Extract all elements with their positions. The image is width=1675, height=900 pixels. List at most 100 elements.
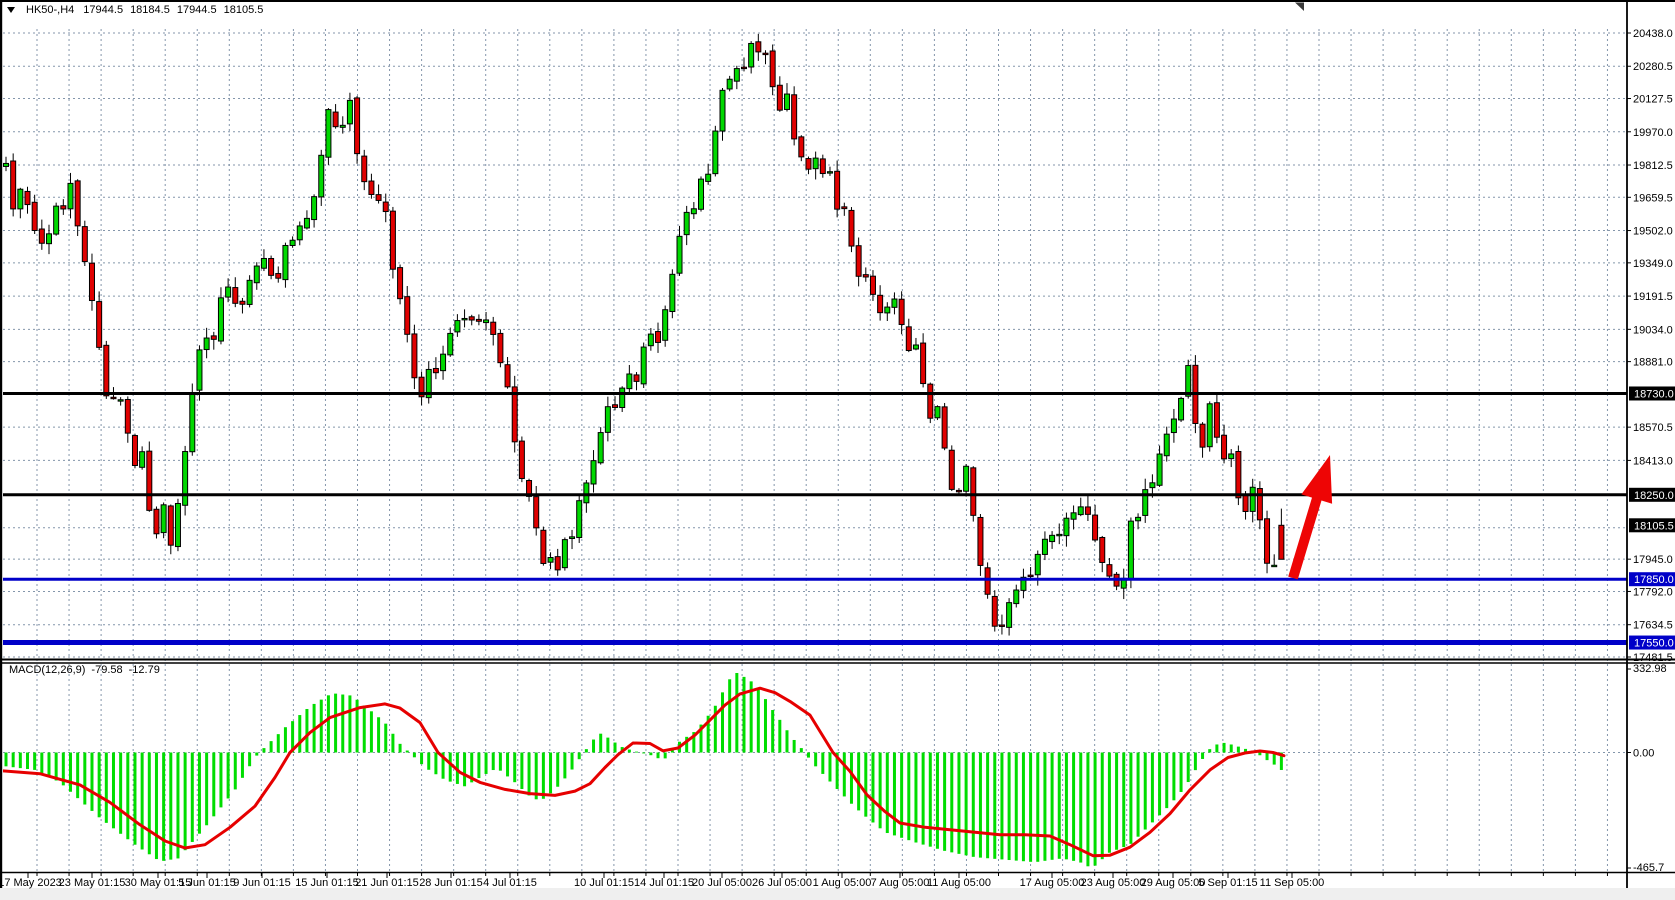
macd-histogram-bar (1258, 752, 1262, 756)
candle (38, 219, 45, 250)
macd-histogram-bar (334, 693, 338, 753)
macd-histogram-bar (1272, 752, 1276, 765)
candle (146, 441, 153, 512)
macd-histogram-bar (420, 752, 424, 765)
macd-name: MACD(12,26,9) (9, 664, 86, 676)
macd-histogram-bar (377, 717, 381, 753)
candle (382, 193, 389, 223)
candle (468, 314, 475, 326)
macd-histogram-bar (1122, 752, 1126, 848)
candle (182, 445, 189, 516)
date-tick-label: 21 Jun 01:15 (355, 877, 419, 889)
macd-histogram-bar (1179, 752, 1183, 792)
macd-histogram-bar (663, 752, 667, 759)
candle (1271, 554, 1278, 568)
price-tick-label: 19034.0 (1633, 324, 1673, 336)
macd-tick-label: -465.7 (1633, 862, 1664, 874)
macd-histogram-bar (900, 752, 904, 838)
macd-histogram-bar (943, 752, 947, 851)
macd-histogram-bar (1279, 752, 1283, 770)
candle (282, 242, 289, 288)
macd-histogram-bar (706, 715, 710, 753)
macd-histogram-bar (448, 752, 452, 782)
price-tick-label: 20127.5 (1633, 94, 1673, 106)
candle (998, 614, 1005, 635)
quote-high: 18184.5 (130, 4, 170, 16)
price-level-badge (1629, 572, 1675, 587)
date-tick-label: 20 Jul 05:00 (692, 877, 752, 889)
candle (490, 316, 497, 346)
macd-histogram-bar (190, 752, 194, 842)
candle (920, 333, 927, 388)
candle (268, 255, 275, 280)
macd-histogram-bar (792, 739, 796, 753)
price-tick-label: 18881.0 (1633, 357, 1673, 369)
macd-histogram-bar (341, 694, 345, 753)
macd-histogram-bar (54, 752, 58, 781)
macd-histogram-bar (763, 699, 767, 753)
macd-histogram-bar (534, 752, 538, 800)
candle (260, 249, 267, 272)
macd-histogram-bar (584, 749, 588, 753)
macd-histogram-bar (756, 688, 760, 753)
macd-histogram-bar (1150, 752, 1154, 823)
collapse-triangle-icon[interactable] (7, 7, 15, 13)
bullish-arrow-annotation[interactable] (1288, 455, 1333, 580)
macd-histogram-bar (871, 752, 875, 823)
candle (783, 83, 790, 112)
candle (440, 345, 447, 380)
candle (891, 292, 898, 315)
macd-histogram-bar (348, 695, 352, 753)
candle (726, 75, 733, 92)
candle (518, 436, 525, 483)
macd-histogram-bar (76, 752, 80, 799)
macd-histogram-bar (147, 752, 151, 855)
candle (103, 340, 110, 399)
macd-histogram-bar (68, 752, 72, 792)
candle (318, 149, 325, 206)
candle (447, 327, 454, 357)
macd-histogram-bar (721, 692, 724, 753)
candle (124, 396, 131, 443)
candle (45, 224, 52, 255)
candle (504, 357, 511, 389)
macd-histogram-bar (914, 752, 918, 843)
macd-histogram-bar (699, 724, 703, 753)
macd-histogram-bar (771, 710, 775, 753)
macd-main-value: -79.58 (91, 664, 123, 676)
macd-tick-label: 0.00 (1633, 748, 1654, 760)
candle (1199, 422, 1206, 458)
candle (253, 262, 260, 290)
macd-histogram-bar (255, 752, 259, 756)
candle (1213, 393, 1220, 444)
price-tick-label: 20438.0 (1633, 28, 1673, 40)
candle (332, 104, 339, 129)
candle (475, 314, 482, 326)
macd-histogram-bar (556, 752, 560, 787)
macd-histogram-bar (1079, 752, 1083, 863)
candle (1092, 504, 1099, 543)
price-level-badge (1629, 386, 1675, 401)
macd-histogram-bar (1244, 748, 1248, 753)
chart-shift-marker-icon[interactable] (1295, 2, 1304, 12)
candle (1264, 510, 1271, 574)
macd-histogram-bar (1000, 752, 1004, 860)
price-tick-label: 19812.5 (1633, 160, 1673, 172)
candle (834, 160, 841, 218)
candle (719, 88, 726, 141)
macd-histogram-bar (993, 752, 997, 859)
date-tick-label: 15 Jun 01:15 (295, 877, 359, 889)
candle (1127, 517, 1134, 589)
candle (160, 502, 167, 539)
macd-histogram-bar (606, 737, 610, 753)
candle (547, 552, 554, 570)
candle (612, 396, 619, 411)
candle (1006, 598, 1013, 636)
candle (139, 446, 146, 470)
candle (819, 154, 826, 178)
price-tick-label: 19659.5 (1633, 192, 1673, 204)
candle (1221, 424, 1228, 464)
macd-histogram-bar (849, 752, 853, 804)
candle (1178, 396, 1185, 422)
